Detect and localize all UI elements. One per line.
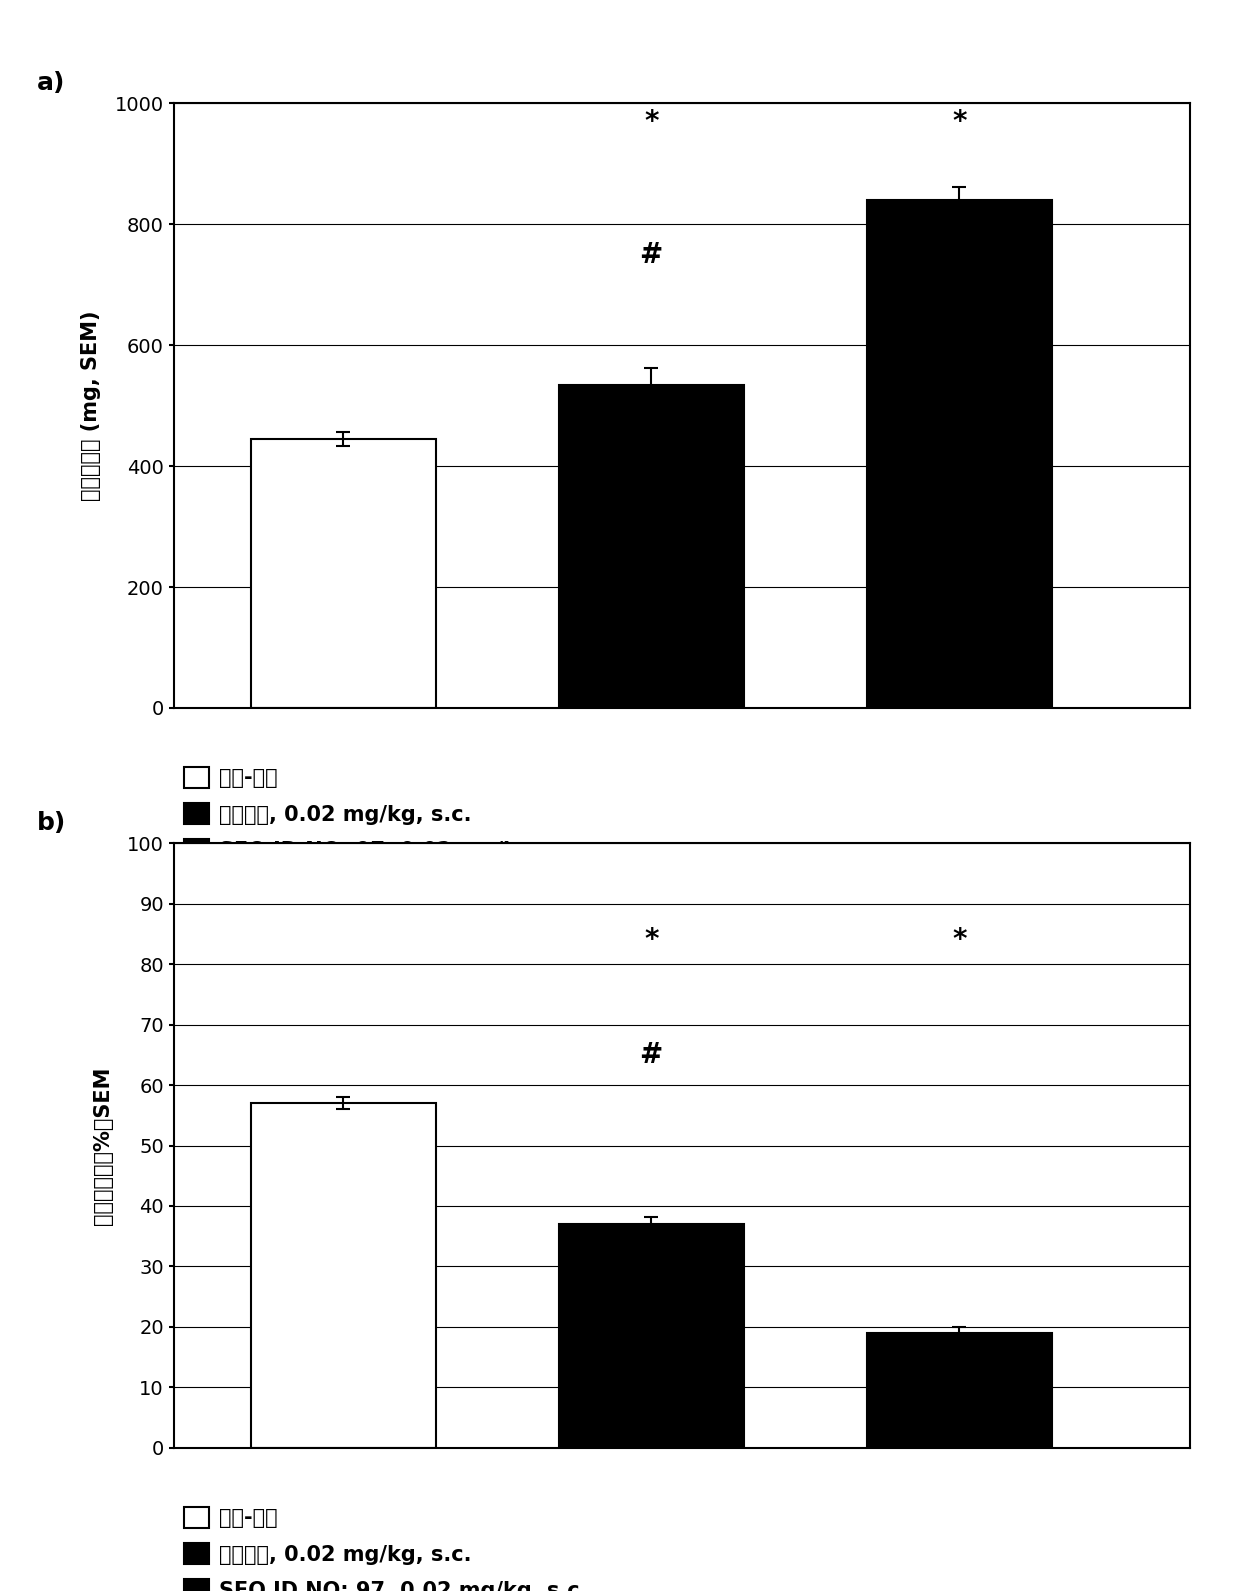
Y-axis label: 占小肠长度的%，SEM: 占小肠长度的%，SEM (93, 1066, 113, 1225)
Text: *: * (644, 926, 658, 955)
Bar (867, 200, 1052, 708)
Bar (867, 1333, 1052, 1448)
Text: #: # (640, 1041, 663, 1069)
Legend: 载体-对照, 利拉鲁肽, 0.02 mg/kg, s.c., SEQ ID NO: 97, 0.02 mg/kg, s.c.: 载体-对照, 利拉鲁肽, 0.02 mg/kg, s.c., SEQ ID NO… (184, 1507, 588, 1591)
Text: *: * (952, 108, 966, 135)
Bar (559, 385, 744, 708)
Text: a): a) (37, 72, 66, 95)
Text: b): b) (37, 811, 67, 835)
Y-axis label: 胃内内容物 (mg, SEM): 胃内内容物 (mg, SEM) (81, 310, 100, 501)
Bar (250, 439, 435, 708)
Legend: 载体-对照, 利拉鲁肽, 0.02 mg/kg, s.c., SEQ ID NO: 97, 0.02 mg/kg, s.c.: 载体-对照, 利拉鲁肽, 0.02 mg/kg, s.c., SEQ ID NO… (184, 767, 588, 861)
Bar (250, 1103, 435, 1448)
Text: *: * (952, 926, 966, 955)
Text: #: # (640, 240, 663, 269)
Bar (559, 1223, 744, 1448)
Text: *: * (644, 108, 658, 135)
